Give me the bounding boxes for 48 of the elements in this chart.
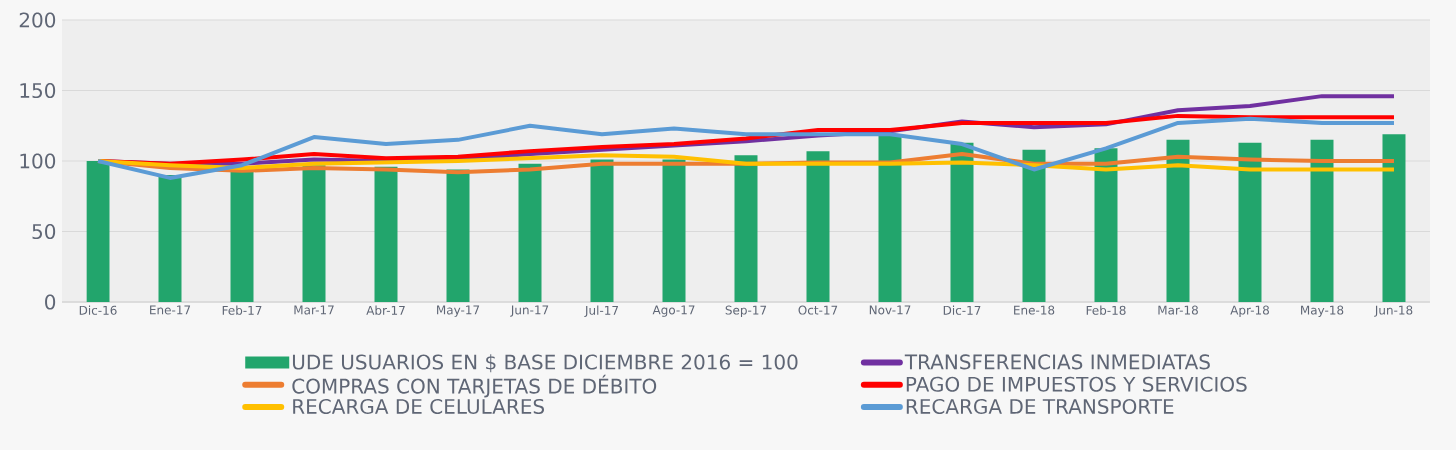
x-tick-label: May-17: [437, 305, 480, 317]
y-tick-label: 0: [45, 294, 56, 310]
x-tick-label: Dic-17: [943, 305, 981, 315]
x-tick-label: Feb-18: [1086, 305, 1126, 315]
x-tick-label: Jul-17: [584, 305, 619, 318]
x-tick-label: May-18: [1301, 305, 1344, 317]
legend-label: COMPRAS CON TARJETAS DE DÉBITO: [292, 374, 657, 398]
y-tick-label: 150: [20, 82, 56, 99]
bar: [1310, 139, 1334, 302]
bar: [158, 175, 182, 302]
bar: [734, 155, 758, 302]
bar: [374, 166, 398, 302]
legend-label: RECARGA DE TRANSPORTE: [906, 398, 1174, 415]
bar: [518, 163, 542, 302]
bar: [230, 170, 254, 302]
bar: [1382, 134, 1406, 302]
bar: [1022, 149, 1046, 302]
x-tick-label: Ago-17: [652, 305, 695, 317]
x-tick-label: Ene-18: [1014, 305, 1055, 315]
x-tick-label: Mar-18: [1158, 305, 1198, 315]
bar: [1094, 148, 1118, 302]
y-tick-label: 50: [32, 223, 56, 240]
bar: [950, 142, 974, 302]
y-tick-label: 200: [19, 12, 56, 28]
x-tick-label: Abr-17: [366, 305, 405, 315]
x-tick-label: Jun-17: [510, 305, 549, 317]
legend-label: TRANSFERENCIAS INMEDIATAS: [904, 354, 1210, 370]
legend-label: RECARGA DE CELULARES: [293, 398, 545, 415]
x-tick-label: Feb-17: [222, 305, 262, 315]
x-tick-label: Ene-17: [150, 305, 191, 315]
x-tick-label: Apr-18: [1230, 305, 1269, 317]
x-tick-label: Mar-17: [294, 305, 334, 315]
bar: [1166, 139, 1190, 302]
x-tick-label: Oct-17: [798, 305, 838, 315]
x-tick-label: Nov-17: [869, 305, 911, 315]
y-tick-label: 100: [20, 153, 56, 169]
bar: [662, 159, 686, 302]
legend-label: PAGO DE IMPUESTOS Y SERVICIOS: [906, 376, 1247, 392]
bar: [806, 151, 830, 302]
x-tick-label: Dic-16: [79, 305, 117, 315]
x-tick-label: Jun-18: [1374, 305, 1413, 317]
bar: [590, 159, 614, 302]
bar: [1238, 142, 1262, 302]
bar: [878, 135, 902, 302]
x-tick-label: Sep-17: [725, 305, 767, 317]
bar: [446, 169, 470, 302]
bar: [86, 161, 110, 302]
legend-label: UDE USUARIOS EN $ BASE DICIEMBRE 2016 = 100: [292, 354, 798, 373]
